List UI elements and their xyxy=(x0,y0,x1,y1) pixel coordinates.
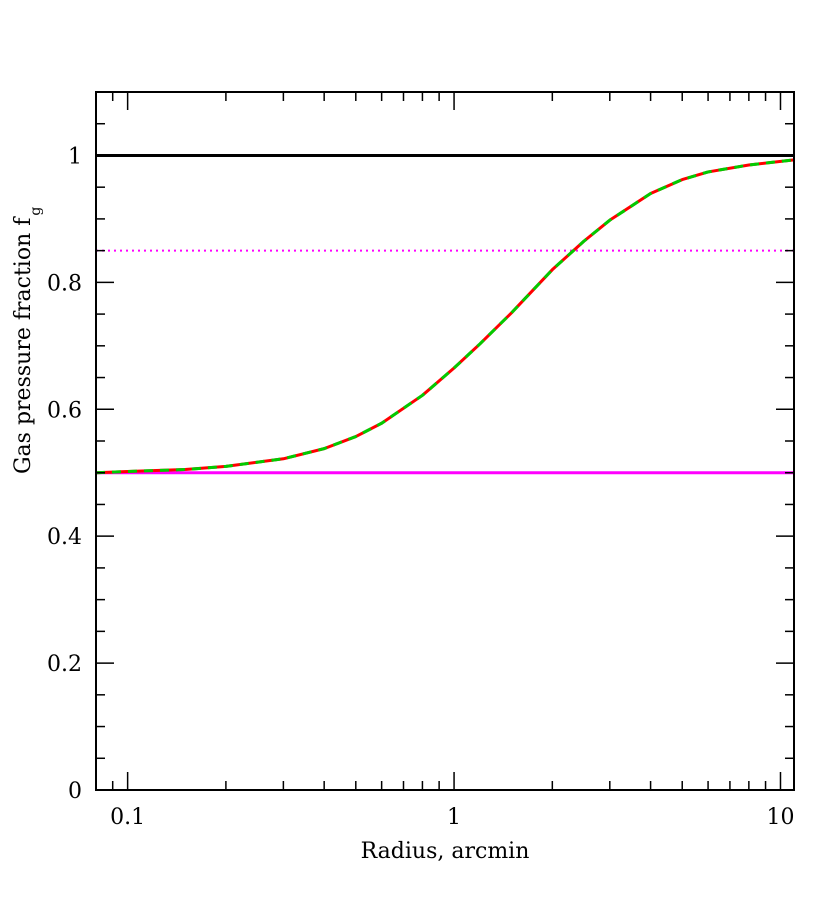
y-tick-label: 1 xyxy=(68,144,82,169)
x-tick-label: 0.1 xyxy=(110,805,145,830)
tick-labels: 0.1 1 10 0 0.2 0.4 0.6 0.8 1 xyxy=(47,144,794,830)
plot-lines xyxy=(95,153,795,475)
x-tick-label: 10 xyxy=(766,805,794,830)
y-axis-label: Gas pressure fraction f xyxy=(11,216,36,474)
x-tick-label: 1 xyxy=(447,805,461,830)
series-line-3 xyxy=(95,158,795,475)
ticks xyxy=(95,91,794,791)
y-tick-label: 0.8 xyxy=(47,271,82,296)
plot-frame xyxy=(95,91,795,791)
y-tick-label: 0 xyxy=(68,779,82,804)
y-axis-label-subscript: g xyxy=(28,207,44,216)
y-tick-label: 0.6 xyxy=(47,398,82,423)
x-axis-label: Radius, arcmin xyxy=(361,839,530,864)
series-line-4 xyxy=(95,158,795,475)
y-axis-label-group: Gas pressure fraction f g xyxy=(11,207,44,474)
y-tick-label: 0.2 xyxy=(47,652,82,677)
y-tick-label: 0.4 xyxy=(47,525,82,550)
